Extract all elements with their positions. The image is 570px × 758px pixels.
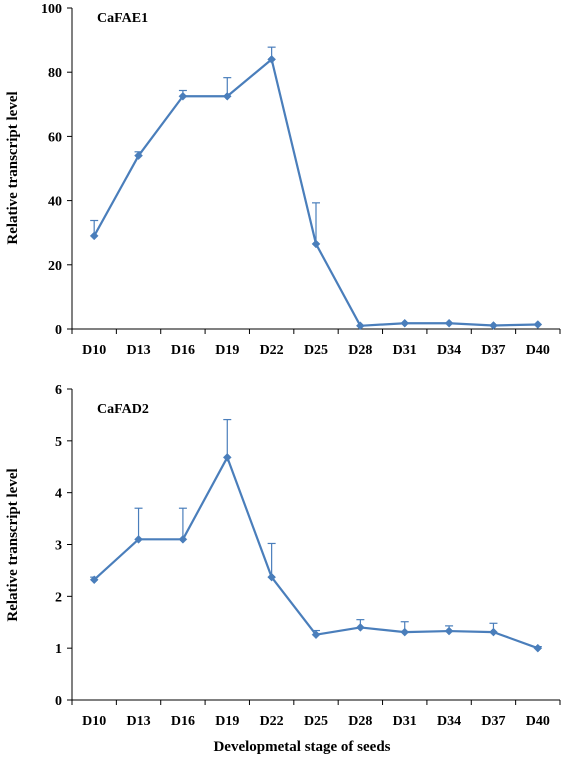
x-tick-label: D16 (171, 343, 195, 358)
y-tick-label: 5 (55, 435, 62, 450)
y-tick-label: 4 (55, 487, 62, 502)
chart-cafae1: CaFAE1 Relative transcript level 0 20 40 60… (5, 2, 561, 358)
x-tick-label: D19 (215, 714, 239, 729)
data-point (533, 643, 543, 653)
y-tick-label: 0 (55, 323, 62, 338)
x-tick-label: D19 (215, 343, 239, 358)
x-tick-label: D28 (348, 714, 372, 729)
x-tick-label: D34 (437, 714, 461, 729)
y-axis-label: Relative transcript level (5, 468, 21, 621)
data-point (311, 630, 321, 640)
x-axis-label: Developmetal stage of seeds (213, 739, 390, 755)
y-tick-label: 20 (48, 259, 62, 274)
x-tick-label: D31 (393, 343, 417, 358)
y-tick-label: 3 (55, 539, 62, 554)
x-tick-label: D40 (526, 343, 550, 358)
y-tick-label: 1 (55, 642, 62, 657)
x-tick-label: D16 (171, 714, 195, 729)
x-tick-label: D34 (437, 343, 461, 358)
x-tick-label: D37 (481, 343, 505, 358)
chart-title: CaFAD2 (97, 402, 149, 417)
series-line (93, 58, 538, 327)
data-point (222, 91, 232, 101)
x-tick-label: D25 (304, 714, 328, 729)
y-tick-label: 2 (55, 590, 62, 605)
data-point (400, 318, 410, 328)
chart-cafad2: CaFAD2 Relative transcript level 0 1 2 3 4 5 6… (5, 383, 561, 729)
data-point (267, 55, 276, 64)
x-tick-label: D31 (393, 714, 417, 729)
y-tick-label: 40 (48, 195, 62, 210)
x-tick-label: D25 (304, 343, 328, 358)
x-tick-label: D28 (348, 343, 372, 358)
x-tick-label: D13 (126, 714, 150, 729)
data-point (89, 575, 99, 585)
y-tick-label: 60 (48, 130, 62, 145)
x-tick-label: D10 (82, 343, 106, 358)
chart-title: CaFAE1 (97, 11, 148, 26)
data-point (134, 151, 143, 161)
y-tick-label: 0 (55, 694, 62, 709)
data-point (444, 626, 454, 636)
data-point (489, 321, 498, 330)
x-tick-label: D13 (126, 343, 150, 358)
data-point (267, 572, 276, 582)
data-point (356, 623, 365, 632)
data-point (311, 239, 321, 249)
data-point (178, 91, 188, 101)
x-tick-label: D22 (260, 343, 284, 358)
x-tick-label: D40 (526, 714, 550, 729)
y-tick-label: 100 (41, 2, 62, 17)
y-tick-label: 6 (55, 383, 62, 398)
data-point (533, 320, 543, 329)
data-point (222, 453, 232, 462)
x-tick-label: D10 (82, 714, 106, 729)
x-tick-label: D22 (260, 714, 284, 729)
data-point (400, 627, 410, 637)
x-tick-label: D37 (481, 714, 505, 729)
y-tick-label: 80 (48, 66, 62, 81)
data-point (356, 321, 365, 331)
y-axis-label: Relative transcript level (5, 91, 21, 244)
data-point (489, 627, 498, 637)
data-point (178, 534, 188, 544)
data-point (134, 534, 143, 544)
data-point (444, 318, 454, 328)
series-line (93, 456, 539, 650)
data-point (89, 231, 99, 241)
